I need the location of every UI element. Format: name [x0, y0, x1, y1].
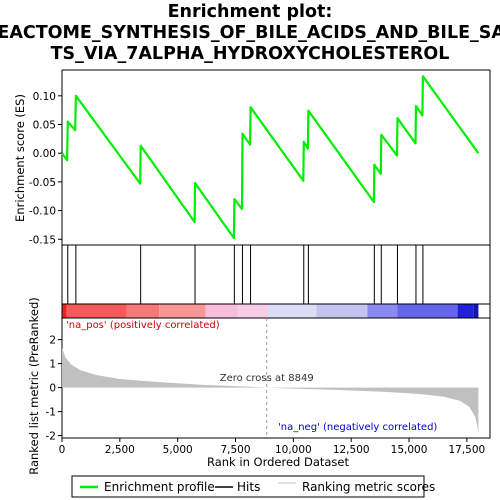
positive-label: 'na_pos' (positively correlated) [66, 320, 220, 331]
metric-tick-label: 2 [49, 335, 56, 347]
hits-frame [61, 244, 491, 305]
x-tick-label: 2,500 [105, 444, 135, 456]
heatmap-band [267, 304, 317, 318]
x-tick-label: 7,500 [220, 444, 250, 456]
heatmap-band [473, 304, 479, 318]
legend-label: Enrichment profile [104, 480, 215, 494]
metric-panel: 210-1-20 2,500 5,000 7,500 10,000 12,500 15,00… [46, 317, 491, 456]
metric-tick-label: 1 [49, 359, 56, 371]
x-tick-label: 10,000 [275, 444, 312, 456]
es-tick-label: -0.15 [29, 234, 56, 246]
legend-label: Hits [237, 480, 260, 494]
heatmap-band [316, 304, 368, 318]
heatmap-band [205, 304, 238, 318]
metric-tick-label: -1 [46, 407, 56, 419]
x-axis-label: Rank in Ordered Dataset [207, 455, 350, 469]
ranking-metric-area [62, 348, 479, 432]
es-panel: 0.10 0.05 0.00 -0.05 -0.10 -0.15 [29, 69, 491, 246]
x-tick-label: 5,000 [163, 444, 193, 456]
chart-title-line-2: REACTOME_SYNTHESIS_OF_BILE_ACIDS_AND_BIL… [0, 23, 500, 43]
x-tick-label: 15,000 [391, 444, 428, 456]
heatmap-band [66, 304, 127, 318]
es-axis-label: Enrichment score (ES) [13, 94, 27, 222]
es-tick-label: -0.05 [29, 177, 56, 189]
es-tick-label: 0.00 [33, 148, 56, 160]
chart-title-line-3: TS_VIA_7ALPHA_HYDROXYCHOLESTEROL [51, 44, 450, 64]
hits-panel [61, 244, 491, 305]
x-tick-label: 12,500 [333, 444, 370, 456]
es-tick-label: -0.10 [29, 206, 56, 218]
legend-frame [71, 475, 425, 498]
zero-cross-label: Zero cross at 8849 [220, 373, 314, 384]
heatmap-bar [61, 303, 491, 319]
negative-label: 'na_neg' (negatively correlated) [278, 422, 437, 433]
heatmap-band [62, 304, 67, 318]
heatmap-band [126, 304, 160, 318]
x-tick-label: 0 [59, 444, 66, 456]
x-tick-label: 17,500 [448, 444, 485, 456]
es-tick-label: 0.05 [33, 120, 56, 132]
metric-tick-label: 0 [49, 383, 56, 395]
legend-label: Ranking metric scores [302, 480, 435, 494]
chart-title-line-1: Enrichment plot: [168, 2, 333, 22]
heatmap-band [457, 304, 474, 318]
enrichment-profile-line [61, 75, 480, 240]
heatmap-band [367, 304, 398, 318]
es-frame [61, 69, 491, 246]
heatmap-band [397, 304, 458, 318]
metric-frame [61, 317, 491, 439]
metric-axis-label: Ranked list metric (PreRanked) [27, 297, 41, 475]
es-tick-label: 0.10 [33, 91, 56, 103]
legend: Enrichment profile Hits Ranking metric sco… [71, 475, 435, 498]
heatmap-band [237, 304, 268, 318]
metric-tick-label: -2 [46, 431, 56, 443]
heatmap-band [159, 304, 206, 318]
